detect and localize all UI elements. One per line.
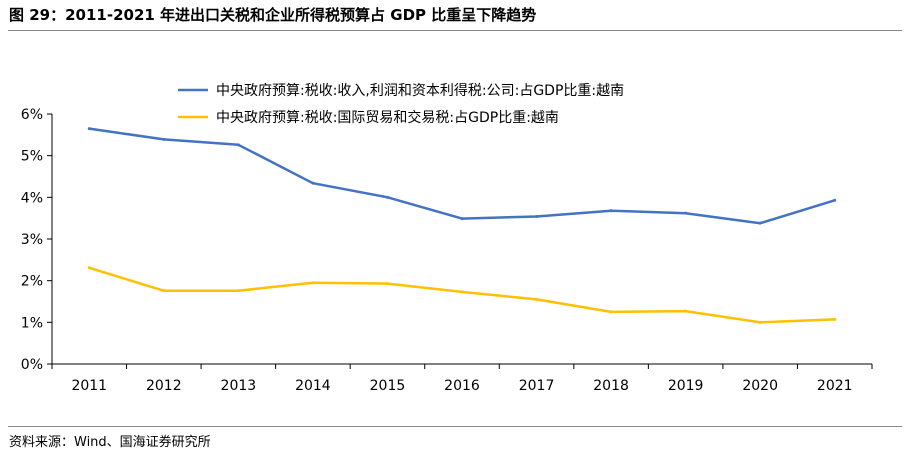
data-point-series-1 (162, 137, 166, 141)
series-line-1 (88, 127, 836, 225)
data-point-series-1 (311, 181, 315, 185)
data-point-series-2 (311, 281, 315, 285)
data-point-series-1 (236, 143, 240, 147)
series-line-2 (88, 266, 836, 324)
x-tick-label: 2013 (221, 378, 257, 394)
y-tick-label: 4% (21, 190, 43, 206)
x-tick-label: 2021 (817, 378, 853, 394)
data-point-series-2 (236, 289, 240, 293)
y-axis: 0% 1% 2% 3% 4% 5% 6% (21, 107, 53, 373)
y-tick-label: 0% (21, 357, 43, 373)
series-group (87, 127, 837, 324)
x-tick-label: 2019 (668, 378, 704, 394)
x-tick-label: 2014 (295, 378, 331, 394)
data-point-series-2 (684, 309, 688, 313)
x-tick-label: 2020 (742, 378, 778, 394)
data-point-series-1 (833, 198, 837, 202)
x-tick-label: 2017 (519, 378, 555, 394)
legend-label-1: 中央政府预算:税收:收入,利润和资本利得税:公司:占GDP比重:越南 (216, 82, 624, 99)
data-point-series-1 (535, 215, 539, 218)
data-point-series-2 (833, 317, 837, 321)
data-point-series-1 (87, 127, 91, 131)
y-tick-label: 3% (21, 232, 43, 248)
x-tick-label: 2012 (146, 378, 182, 394)
x-tick-label: 2015 (370, 378, 406, 394)
legend-label-2: 中央政府预算:税收:国际贸易和交易税:占GDP比重:越南 (216, 109, 559, 126)
x-tick-label: 2016 (444, 378, 480, 394)
y-tick-label: 2% (21, 274, 43, 290)
data-point-series-1 (460, 217, 464, 221)
data-point-series-2 (385, 282, 389, 286)
x-axis: 2011 2012 2013 2014 2015 2016 2017 2018 2019 2020… (51, 363, 873, 394)
data-point-series-2 (609, 310, 613, 314)
chart-legend: 中央政府预算:税收:收入,利润和资本利得税:公司:占GDP比重:越南中央政府预算… (178, 82, 624, 126)
footer-divider (8, 426, 902, 427)
figure-title: 图 29：2011-2021 年进出口关税和企业所得税预算占 GDP 比重呈下降… (9, 6, 537, 24)
y-tick-label: 1% (21, 315, 43, 331)
y-tick-label: 5% (21, 149, 43, 165)
x-tick-label: 2018 (593, 378, 629, 394)
data-point-series-2 (758, 320, 762, 324)
data-point-series-1 (684, 211, 688, 215)
source-note: 资料来源：Wind、国海证券研究所 (9, 435, 211, 450)
data-point-series-2 (535, 297, 539, 301)
x-tick-label: 2011 (71, 378, 107, 394)
data-point-series-1 (609, 209, 613, 213)
data-point-series-1 (758, 221, 762, 225)
data-point-series-2 (87, 266, 91, 270)
title-divider (8, 30, 902, 31)
data-point-series-2 (460, 290, 464, 294)
y-tick-label: 6% (21, 107, 43, 123)
data-point-series-2 (162, 289, 166, 293)
data-point-series-1 (385, 195, 389, 199)
